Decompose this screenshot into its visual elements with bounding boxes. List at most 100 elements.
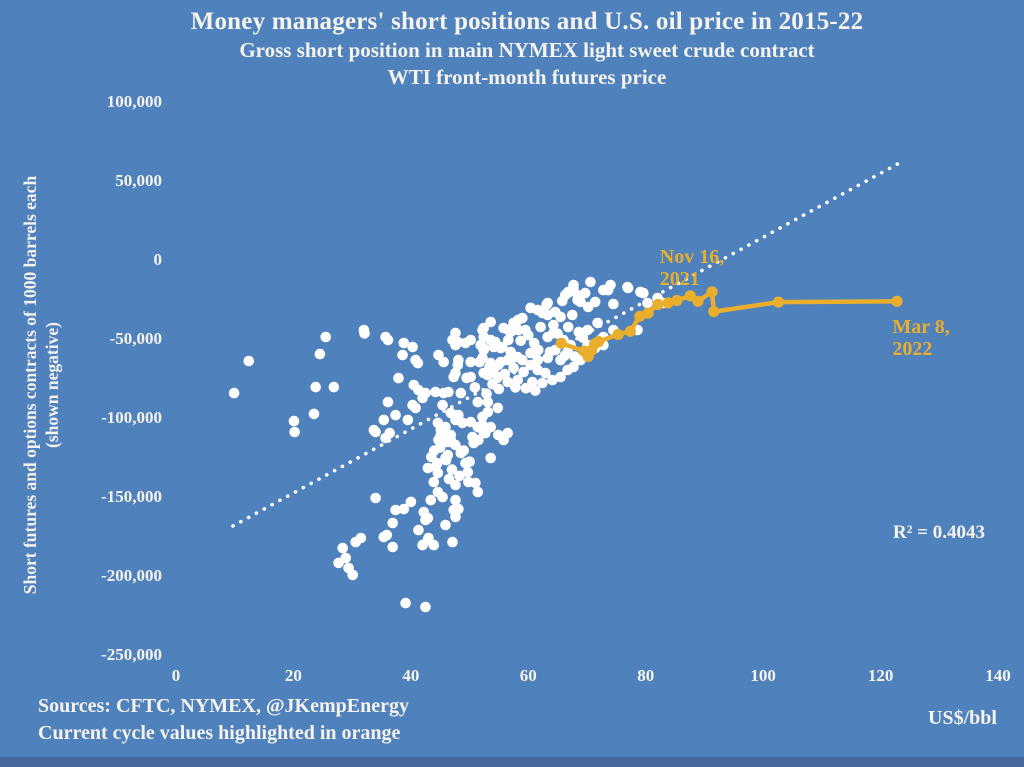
scatter-point — [450, 367, 461, 379]
cycle-point — [612, 328, 624, 341]
scatter-point — [443, 386, 454, 398]
scatter-point — [638, 287, 649, 299]
scatter-point — [437, 399, 448, 411]
scatter-point — [243, 355, 255, 367]
cycle-point — [555, 337, 567, 349]
y-tick-label: 100,000 — [106, 92, 162, 111]
y-tick-label: -250,000 — [101, 645, 162, 664]
cycle-point — [642, 307, 654, 319]
scatter-point — [548, 319, 559, 331]
scatter-point — [470, 477, 481, 489]
x-tick-label: 60 — [519, 666, 537, 685]
scatter-point — [579, 287, 591, 299]
scatter-point — [502, 376, 513, 388]
scatter-point — [485, 316, 497, 328]
scatter-point — [472, 396, 484, 408]
x-tick-label: 20 — [284, 666, 302, 685]
scatter-point — [402, 414, 414, 426]
chart-subtitle-1: Gross short position in main NYMEX light… — [239, 38, 815, 62]
scatter-point — [442, 449, 454, 461]
scatter-point — [585, 276, 596, 288]
scatter-point — [370, 426, 381, 438]
scatter-point — [288, 415, 300, 427]
scatter-point — [605, 279, 616, 291]
annotation-cycle-end-line1: Mar 8, — [892, 315, 950, 338]
scatter-point — [462, 466, 474, 478]
scatter-point — [465, 371, 477, 383]
scatter-point — [478, 322, 490, 334]
scatter-point — [228, 387, 240, 399]
scatter-point — [575, 296, 586, 308]
scatter-point — [453, 409, 464, 421]
scatter-point — [533, 344, 544, 356]
chart-title: Money managers' short positions and U.S.… — [190, 8, 864, 35]
scatter-point — [535, 321, 546, 333]
scatter-point — [425, 494, 437, 506]
scatter-point — [517, 354, 528, 366]
annotation-cycle-start-line1: Nov 16, — [659, 245, 725, 268]
scatter-point — [407, 341, 418, 353]
scatter-point — [428, 476, 440, 488]
scatter-point — [508, 362, 519, 374]
sources-line: Sources: CFTC, NYMEX, @JKempEnergy — [38, 695, 409, 717]
footnote-line: Current cycle values highlighted in oran… — [38, 722, 401, 744]
scatter-point — [547, 374, 558, 386]
scatter-point — [428, 539, 440, 551]
scatter-point — [382, 334, 394, 346]
cycle-point — [692, 295, 704, 307]
trendline-dotted — [231, 162, 900, 528]
scatter-point — [512, 374, 523, 386]
scatter-point — [310, 381, 322, 393]
scatter-point — [465, 334, 477, 346]
cycle-point — [624, 325, 637, 337]
cycle-point — [662, 297, 674, 309]
annotation-cycle-start-line2: 2021 — [659, 267, 700, 290]
scatter-point — [446, 464, 458, 475]
scatter-point — [432, 467, 444, 479]
scatter-point — [420, 387, 431, 399]
cycle-point — [708, 306, 720, 318]
scatter-point — [450, 494, 461, 506]
scatter-point — [530, 385, 541, 396]
scatter-point — [438, 356, 450, 368]
slide-bottom-strip — [0, 757, 1024, 767]
scatter-point — [308, 408, 320, 420]
y-tick-label: -50,000 — [109, 329, 162, 348]
scatter-point — [482, 396, 494, 408]
scatter-point — [455, 387, 467, 399]
y-tick-label: -100,000 — [101, 408, 162, 427]
scatter-point — [440, 421, 451, 433]
scatter-point — [370, 492, 381, 504]
y-tick-label: -150,000 — [101, 487, 162, 506]
x-tick-label: 80 — [637, 666, 655, 685]
scatter-point — [469, 382, 481, 393]
scatter-point — [410, 402, 421, 414]
scatter-point — [387, 517, 399, 529]
scatter-point — [540, 367, 551, 379]
y-tick-label: 50,000 — [115, 171, 162, 190]
scatter-point — [447, 536, 458, 548]
scatter-point — [568, 361, 579, 373]
scatter-point — [453, 354, 464, 366]
scatter-point — [472, 486, 484, 498]
annotation-cycle-end-line2: 2022 — [892, 337, 933, 360]
x-tick-label: 140 — [985, 666, 1011, 685]
scatter-point — [450, 327, 461, 339]
scatter-point — [355, 532, 367, 544]
scatter-point — [347, 569, 359, 581]
scatter-point — [400, 597, 411, 609]
r-squared-label: R² = 0.4043 — [893, 522, 985, 543]
scatter-point — [622, 282, 634, 294]
y-tick-label: 0 — [153, 250, 163, 269]
scatter-point — [478, 344, 490, 356]
cycle-point — [652, 298, 664, 310]
scatter-point — [517, 312, 528, 324]
x-tick-label: 0 — [171, 666, 181, 685]
scatter-point — [422, 512, 434, 524]
scatter-point — [537, 377, 548, 389]
scatter-point — [542, 297, 553, 309]
scatter-point — [440, 519, 451, 531]
scatter-point — [485, 421, 497, 433]
